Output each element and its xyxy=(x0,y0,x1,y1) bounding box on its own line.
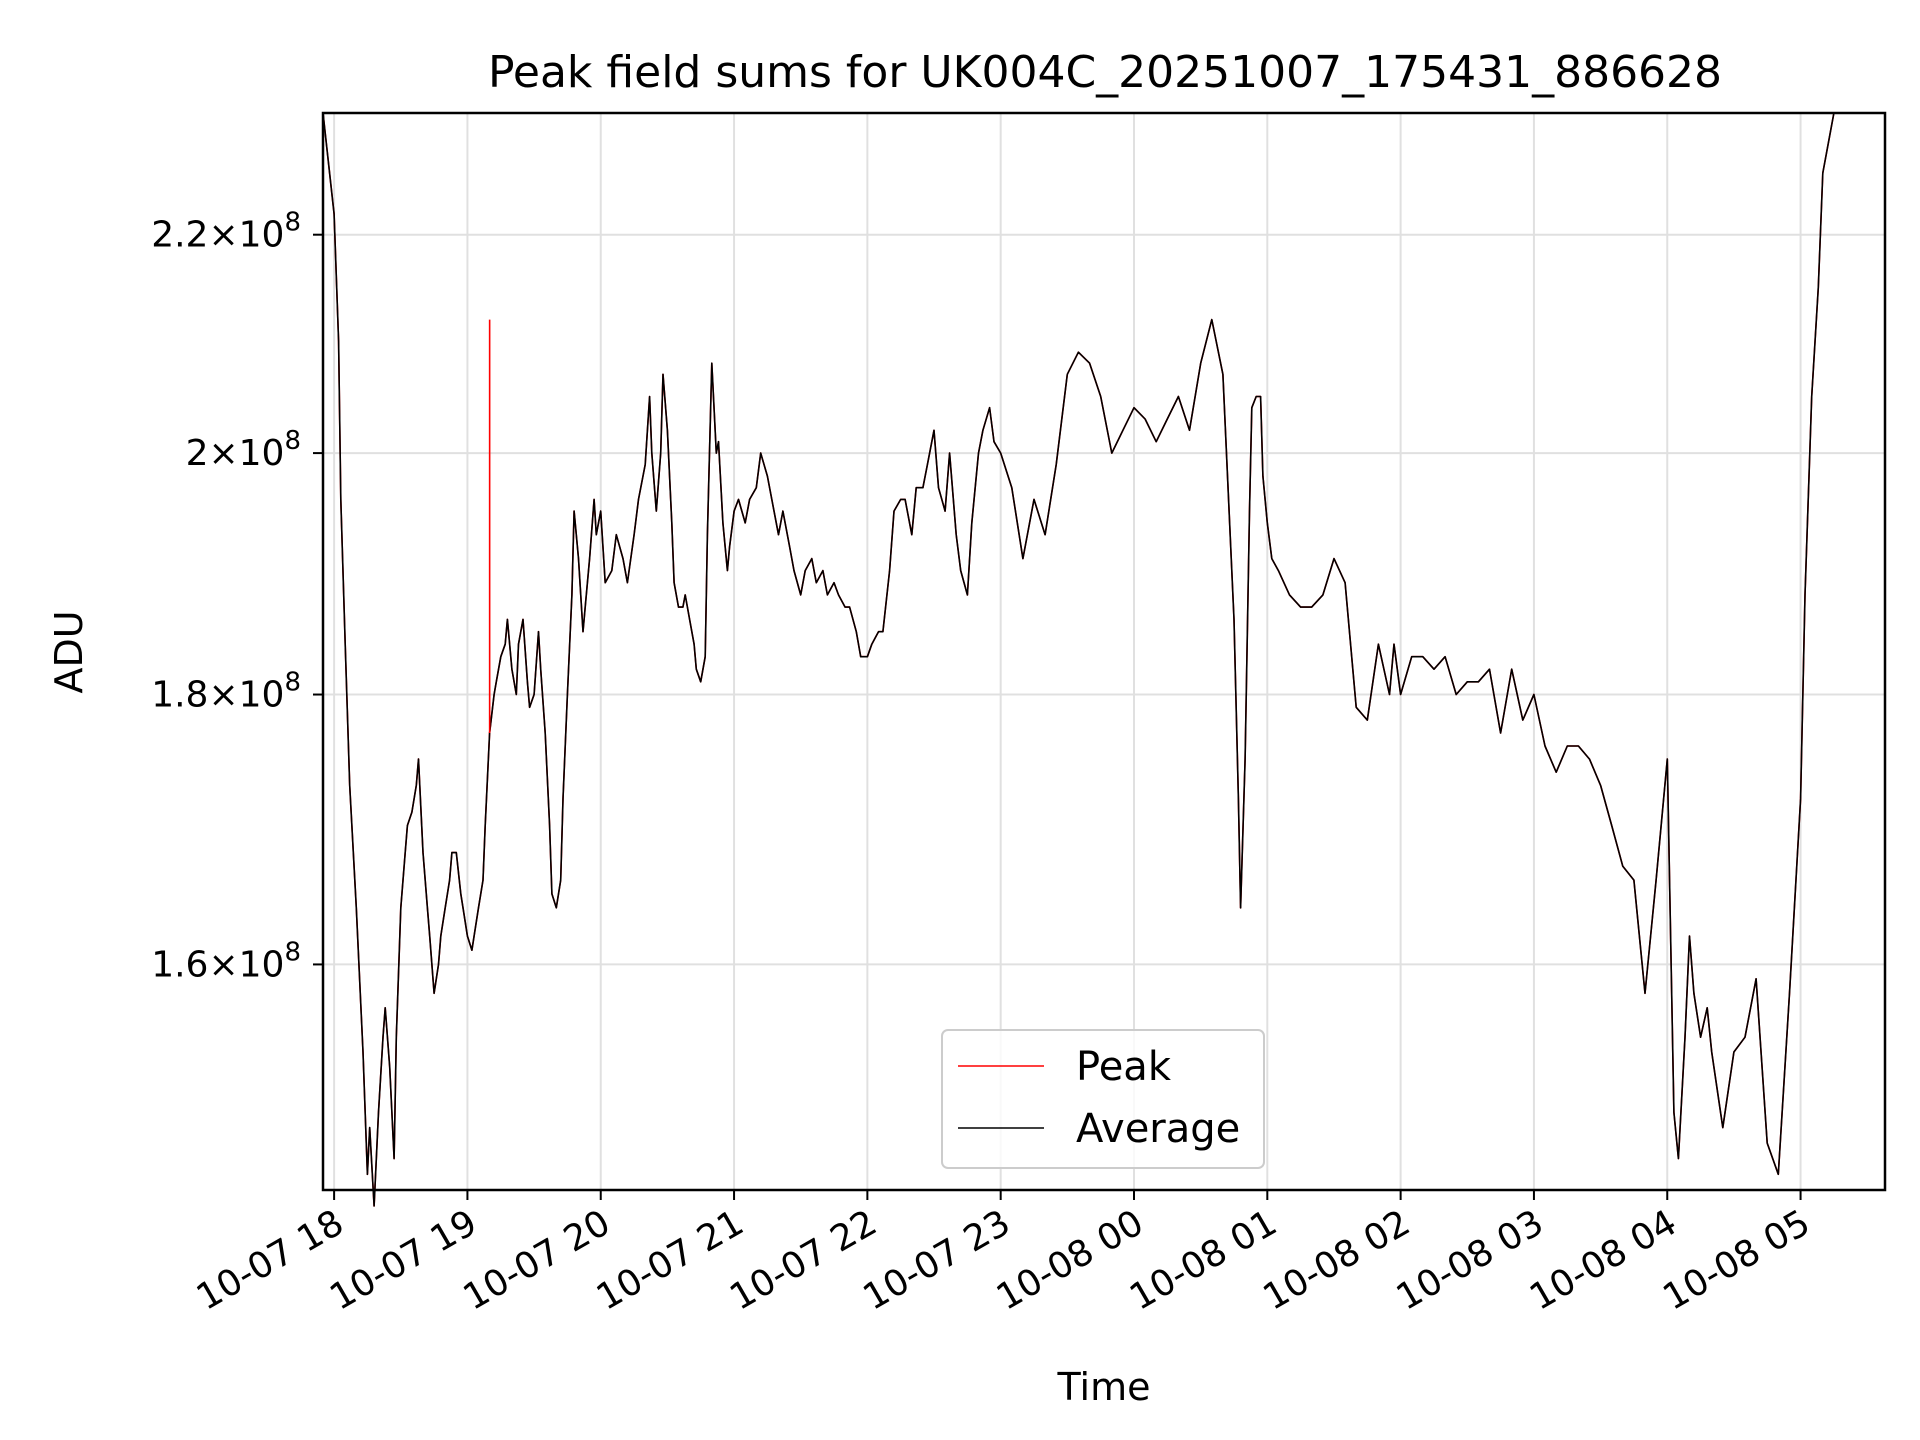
y-tick-label: 1.6×108 xyxy=(151,937,301,985)
y-tick-label: 2×108 xyxy=(186,426,301,474)
y-axis-ticks: 1.6×108 1.8×108 2×108 2.2×108 xyxy=(151,208,323,985)
legend-label-peak: Peak xyxy=(1076,1044,1172,1090)
legend: Peak Average xyxy=(941,1029,1265,1169)
x-tick-label: 10-08 01 xyxy=(1123,1202,1284,1318)
legend-label-average: Average xyxy=(1076,1106,1240,1152)
chart-title: Peak field sums for UK004C_20251007_1754… xyxy=(488,47,1722,98)
series-lines xyxy=(322,112,1835,1207)
x-tick-label: 10-08 03 xyxy=(1390,1202,1551,1318)
x-tick-label: 10-08 04 xyxy=(1523,1202,1684,1318)
y-tick-label: 1.8×108 xyxy=(151,668,301,716)
x-tick-label: 10-07 22 xyxy=(723,1202,884,1318)
y-tick-label: 2.2×108 xyxy=(151,208,301,256)
x-axis-label: Time xyxy=(1057,1365,1151,1409)
y-axis-label: ADU xyxy=(47,610,91,693)
x-tick-label: 10-07 21 xyxy=(590,1202,751,1318)
x-tick-label: 10-07 23 xyxy=(857,1202,1018,1318)
x-tick-label: 10-08 00 xyxy=(990,1202,1151,1318)
legend-box xyxy=(941,1029,1265,1169)
plot-frame xyxy=(321,111,1887,1192)
x-tick-label: 10-07 18 xyxy=(190,1202,351,1318)
grid-y xyxy=(323,233,1885,966)
series-line-average xyxy=(322,112,1835,1207)
x-tick-label: 10-07 20 xyxy=(457,1202,618,1318)
grid-x xyxy=(333,113,1802,1190)
x-tick-label: 10-07 19 xyxy=(323,1202,484,1318)
x-tick-label: 10-08 02 xyxy=(1256,1202,1417,1318)
x-tick-label: 10-08 05 xyxy=(1656,1202,1817,1318)
